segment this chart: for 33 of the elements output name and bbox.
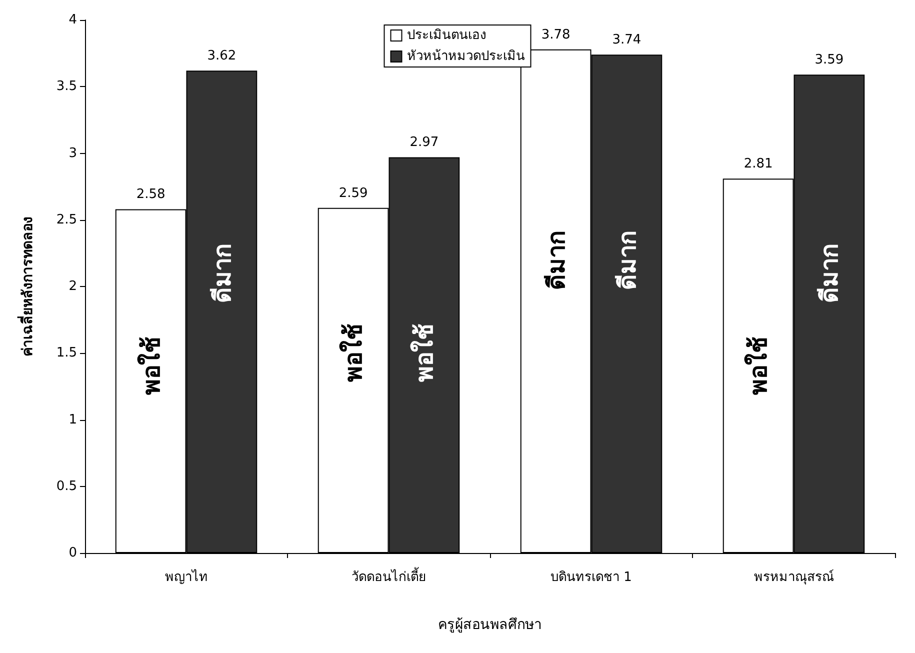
- data-label: 2.97: [410, 135, 439, 150]
- data-label: 2.81: [744, 156, 773, 172]
- annotation: ดีมาก: [540, 230, 572, 290]
- legend-label: ประเมินตนเอง: [406, 28, 486, 43]
- x-tick-label: วัดดอนไก่เตี้ย: [351, 567, 426, 585]
- data-label: 3.62: [207, 48, 236, 64]
- annotation: พอใช้: [408, 324, 440, 382]
- data-label: 3.59: [814, 52, 844, 68]
- y-tick-label: 4: [68, 12, 77, 28]
- annotation: พอใช้: [338, 324, 369, 382]
- annotation: ดีมาก: [206, 243, 238, 304]
- data-label: 3.74: [612, 32, 642, 48]
- data-label: 3.78: [541, 27, 570, 42]
- data-label: 2.58: [136, 187, 166, 202]
- x-axis-title: ครูผู้สอนพลศึกษา: [438, 617, 542, 633]
- y-tick-label: 2: [68, 279, 77, 294]
- y-tick-label: 2.5: [56, 212, 77, 228]
- legend-label: หัวหน้าหมวดประเมิน: [406, 49, 525, 64]
- y-axis-title: ค่าเฉลี่ยหลังการทดลอง: [17, 216, 36, 356]
- x-tick-label: พญาไท: [164, 569, 208, 585]
- annotation: พอใช้: [742, 337, 774, 396]
- x-tick-label: พรหมาณุสรณ์: [754, 569, 834, 585]
- y-tick-label: 3: [68, 146, 77, 161]
- y-tick-label: 1: [68, 412, 77, 428]
- annotation: ดีมาก: [611, 230, 642, 290]
- data-label: 2.59: [338, 186, 368, 201]
- x-tick-label: บดินทรเดชา 1: [550, 570, 632, 585]
- annotation: พอใช้: [135, 337, 166, 396]
- y-tick-label: 0: [68, 546, 77, 560]
- y-tick-label: 3.5: [56, 79, 77, 94]
- y-tick-label: 1.5: [56, 346, 77, 361]
- y-tick-label: 0.5: [56, 478, 77, 494]
- annotation: ดีมาก: [814, 243, 845, 304]
